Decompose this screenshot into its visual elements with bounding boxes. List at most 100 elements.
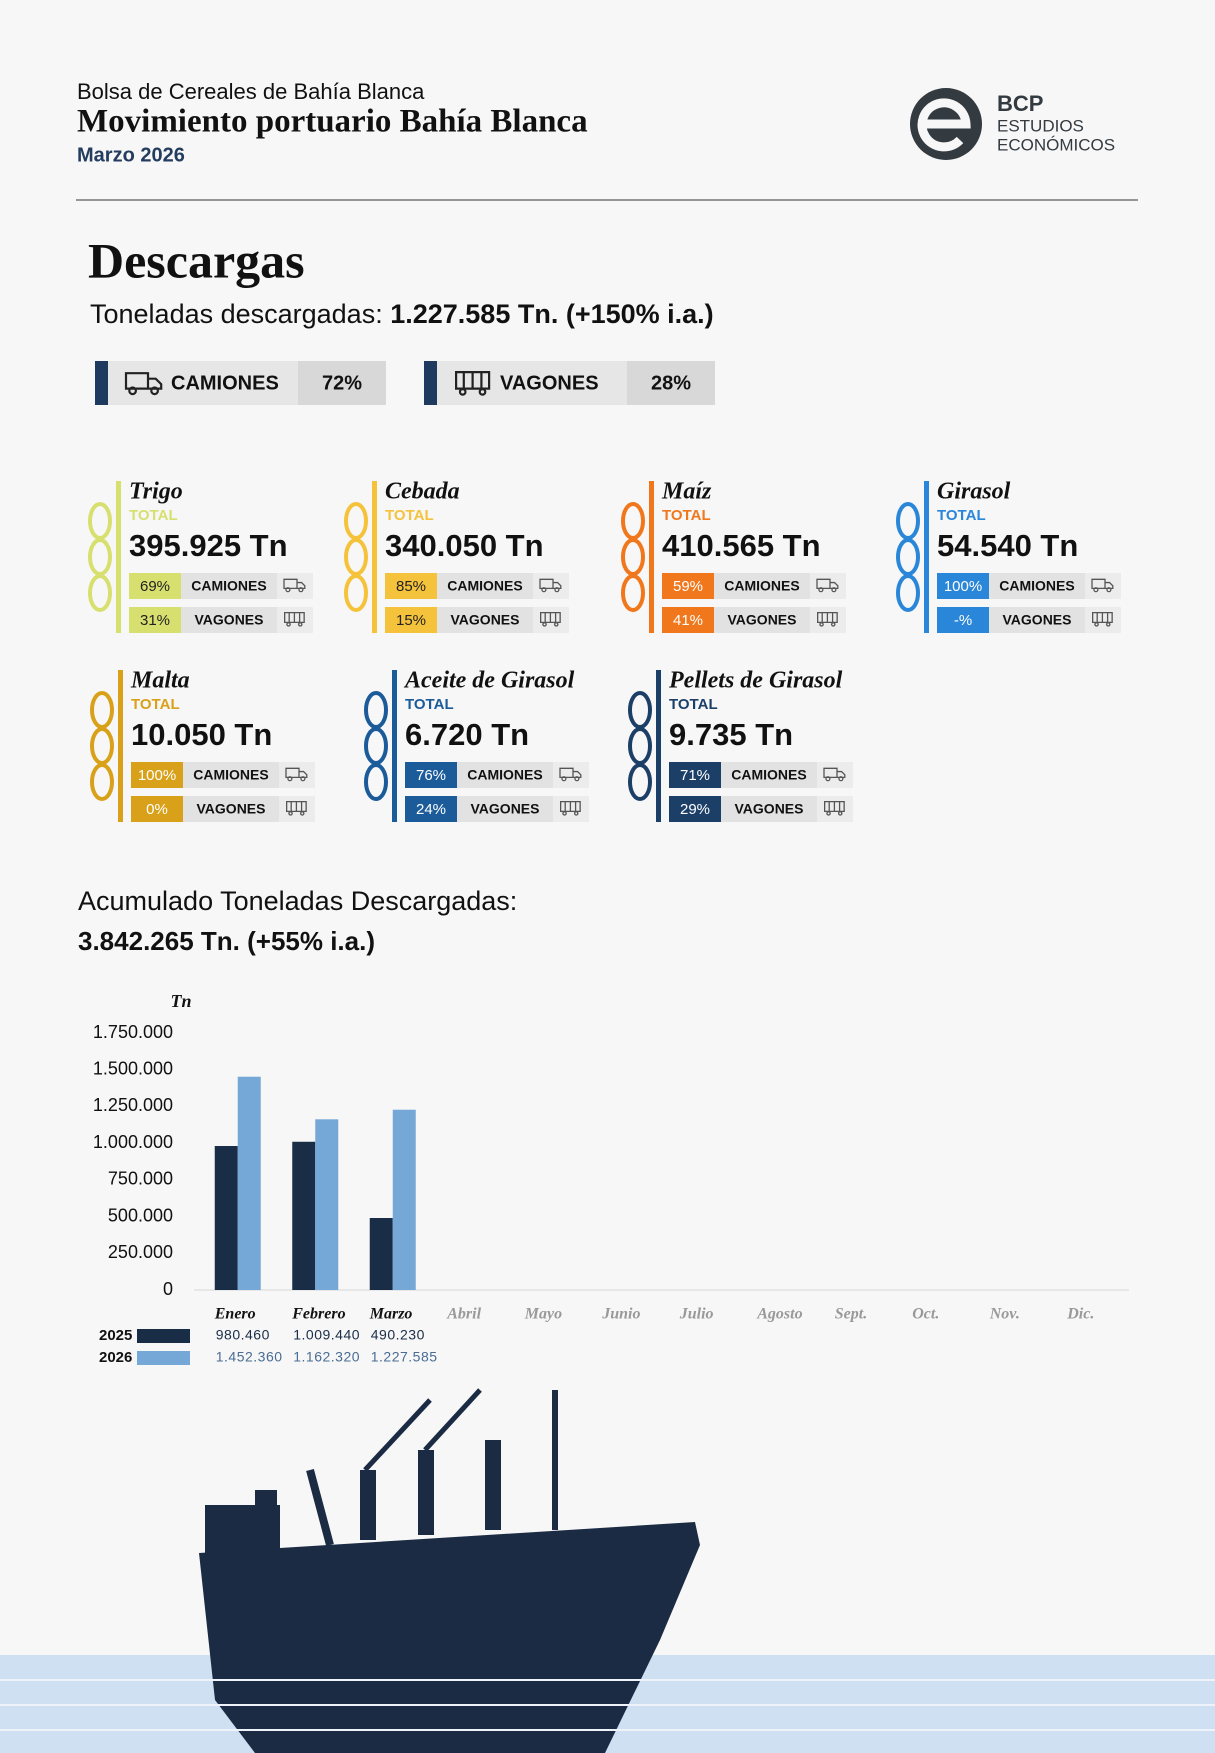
truck-icon — [823, 767, 846, 782]
x-tick-label: Dic. — [1066, 1306, 1094, 1323]
legend-swatch — [137, 1351, 190, 1365]
wagon-icon — [455, 371, 491, 396]
mode-label: CAMIONES — [193, 767, 268, 783]
y-tick-label: 250.000 — [108, 1242, 173, 1262]
mode-name: CAMIONES — [171, 372, 279, 394]
x-tick-label: Agosto — [756, 1306, 802, 1323]
wagon-icon — [540, 612, 561, 627]
product-bar — [116, 481, 121, 633]
share-box — [129, 573, 181, 599]
icon-shape — [1106, 587, 1112, 593]
share: 71% — [680, 767, 710, 784]
share-box — [937, 573, 989, 599]
share: 24% — [416, 801, 446, 818]
share-box — [669, 796, 721, 822]
bar — [237, 1076, 261, 1290]
icon-shape — [287, 776, 293, 782]
icon-shape — [128, 386, 138, 396]
y-tick-label: 1.500.000 — [93, 1058, 173, 1078]
share: 100% — [944, 578, 982, 595]
product-total: 10.050 Tn — [131, 717, 272, 752]
product-total-label: TOTAL — [937, 507, 986, 524]
bar — [315, 1119, 339, 1290]
icon-leaf — [90, 763, 114, 801]
mode-label: VAGONES — [197, 801, 266, 817]
product-icon — [621, 502, 645, 612]
mode-share: 28% — [651, 372, 691, 394]
x-tick-label: Sept. — [835, 1306, 867, 1323]
mode-icon-box — [279, 762, 315, 788]
icon-shape — [541, 587, 547, 593]
crane — [363, 1398, 432, 1472]
product-name: Pellets de Girasol — [668, 668, 843, 694]
product-total-label: TOTAL — [662, 507, 711, 524]
x-tick-label: Abril — [446, 1306, 481, 1323]
section-title: Descargas — [88, 232, 305, 288]
value-label: 490.230 — [371, 1327, 425, 1343]
share: 59% — [673, 578, 703, 595]
share: 85% — [396, 578, 426, 595]
icon-shape — [831, 587, 837, 593]
mode-label-box — [437, 607, 533, 633]
product-icon — [628, 691, 652, 801]
icon-shape — [838, 776, 844, 782]
icon-shape — [825, 776, 831, 782]
product-bar — [392, 670, 397, 822]
y-tick-label: 1.000.000 — [93, 1132, 173, 1152]
mode-label-box — [437, 573, 533, 599]
mode-share-box — [627, 361, 715, 405]
mode-label-box — [181, 607, 277, 633]
mode-box — [108, 361, 298, 405]
mode-label: CAMIONES — [731, 767, 806, 783]
product-bar — [118, 670, 123, 822]
icon-leaf — [344, 574, 368, 612]
date: Marzo 2026 — [77, 144, 185, 166]
share: 0% — [146, 801, 168, 818]
product-name: Trigo — [129, 479, 183, 505]
mode-stripe — [95, 361, 108, 405]
mode-label: VAGONES — [195, 612, 264, 628]
product-icon — [90, 691, 114, 801]
icon-shape — [458, 388, 467, 396]
logo-e — [917, 98, 971, 152]
icon-shape — [553, 622, 559, 627]
mode-name: VAGONES — [500, 372, 599, 394]
wagon-icon — [286, 801, 307, 816]
mode-label: VAGONES — [728, 612, 797, 628]
product-icon — [88, 502, 112, 612]
legend-label: 2025 — [99, 1327, 132, 1344]
product-total-label: TOTAL — [405, 696, 454, 713]
mode-label: VAGONES — [471, 801, 540, 817]
value-label: 1.452.360 — [216, 1349, 283, 1365]
mode-label-box — [721, 796, 817, 822]
icon-leaf — [628, 763, 652, 801]
share-box — [937, 607, 989, 633]
product-total-label: TOTAL — [669, 696, 718, 713]
y-tick-label: 500.000 — [108, 1205, 173, 1225]
summary-label: Toneladas descargadas: — [90, 299, 383, 329]
mode-label: CAMIONES — [724, 578, 799, 594]
icon-shape — [286, 622, 291, 627]
crane — [423, 1388, 482, 1452]
mode-label: CAMIONES — [999, 578, 1074, 594]
product-icon — [344, 502, 368, 612]
mode-label: CAMIONES — [191, 578, 266, 594]
logo-line: ECONÓMICOS — [997, 135, 1115, 154]
value-label: 1.009.440 — [293, 1327, 360, 1343]
mode-share-box — [298, 361, 386, 405]
icon-shape — [542, 622, 547, 627]
product-total: 340.050 Tn — [385, 528, 544, 563]
legend-label: 2026 — [99, 1349, 132, 1366]
summary: Toneladas descargadas: 1.227.585 Tn. (+1… — [90, 299, 714, 329]
mode-label-box — [989, 573, 1085, 599]
product-total: 6.720 Tn — [405, 717, 529, 752]
share: 69% — [140, 578, 170, 595]
accumulated-label: Acumulado Toneladas Descargadas: — [78, 886, 517, 916]
mode-icon-box — [1085, 573, 1121, 599]
product-icon — [896, 502, 920, 612]
bar — [214, 1146, 238, 1290]
share-box — [129, 607, 181, 633]
y-tick-label: 0 — [163, 1279, 173, 1299]
share: 31% — [140, 612, 170, 629]
